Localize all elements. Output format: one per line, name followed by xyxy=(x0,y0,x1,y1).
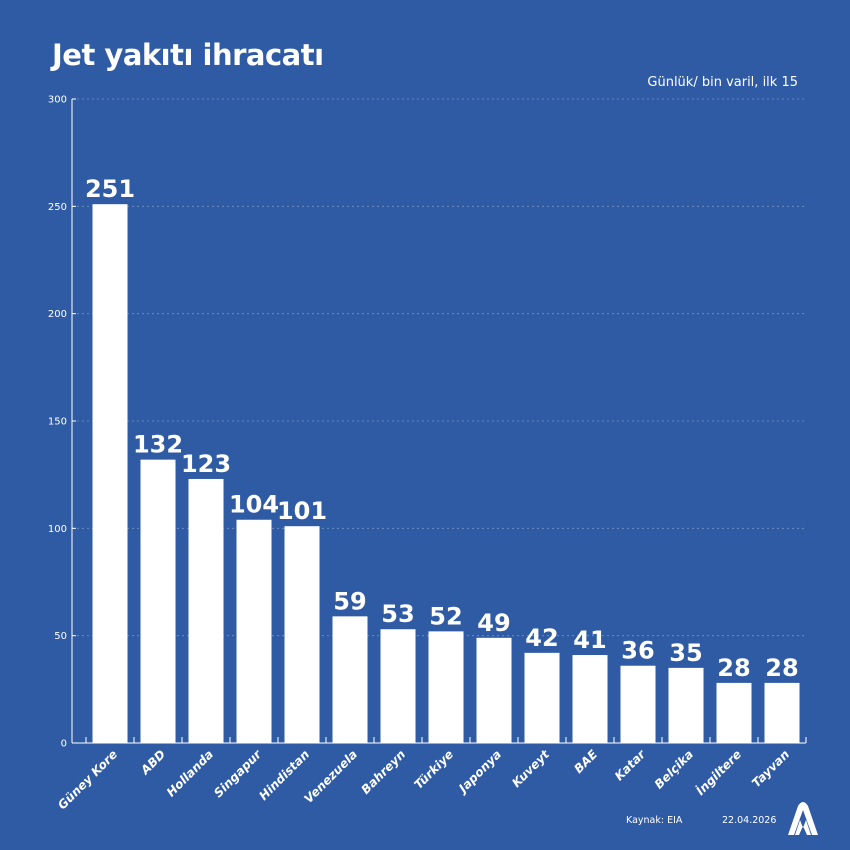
x-tick-label: Bahreyn xyxy=(358,747,408,797)
aa-logo xyxy=(788,802,818,835)
y-tick-label: 300 xyxy=(48,95,67,106)
data-label: 53 xyxy=(381,600,414,628)
x-tick-label: Belçika xyxy=(652,747,696,791)
data-label: 251 xyxy=(85,175,135,203)
x-tick-label: ABD xyxy=(137,747,168,778)
y-tick-label: 250 xyxy=(48,202,67,213)
x-tick-label: Türkiye xyxy=(411,747,456,792)
bar xyxy=(668,667,704,743)
chart-title: Jet yakıtı ihracatı xyxy=(52,38,324,72)
bar xyxy=(428,631,464,743)
bar xyxy=(764,682,800,743)
bar xyxy=(620,665,656,743)
bar xyxy=(476,637,512,743)
bar xyxy=(140,459,176,743)
date-note: 22.04.2026 xyxy=(722,815,777,826)
bar xyxy=(716,682,752,743)
x-tick-label: Kuveyt xyxy=(509,746,553,790)
data-label: 35 xyxy=(669,639,702,667)
bar xyxy=(92,204,128,744)
bar xyxy=(572,654,608,743)
data-label: 52 xyxy=(429,602,462,630)
data-label: 132 xyxy=(133,431,183,459)
y-tick-label: 50 xyxy=(54,631,67,642)
bar xyxy=(524,652,560,743)
data-label: 49 xyxy=(477,609,510,637)
source-note: Kaynak: EIA xyxy=(626,815,683,826)
y-tick-label: 150 xyxy=(48,417,67,428)
data-label: 101 xyxy=(277,497,327,525)
x-tick-label: Hollanda xyxy=(164,747,216,799)
data-label: 41 xyxy=(573,626,606,654)
data-label: 59 xyxy=(333,587,366,615)
x-tick-label: Tayvan xyxy=(749,747,792,790)
data-label: 104 xyxy=(229,491,279,519)
bar xyxy=(236,519,272,743)
data-label: 123 xyxy=(181,450,231,478)
x-tick-label: İngiltere xyxy=(693,747,744,798)
x-tick-label: Güney Kore xyxy=(55,747,120,812)
y-tick-label: 100 xyxy=(48,524,67,535)
x-tick-label: BAE xyxy=(571,747,600,776)
x-tick-label: Katar xyxy=(612,746,649,783)
bar xyxy=(380,629,416,743)
y-tick-label: 200 xyxy=(48,309,67,320)
x-tick-label: Japonya xyxy=(455,747,504,796)
bar xyxy=(332,616,368,743)
chart-subtitle: Günlük/ bin varil, ilk 15 xyxy=(647,75,798,90)
data-label: 28 xyxy=(765,654,798,682)
y-tick-label: 0 xyxy=(61,739,67,750)
data-label: 42 xyxy=(525,624,558,652)
bar xyxy=(284,526,320,743)
bar xyxy=(188,478,224,743)
data-label: 28 xyxy=(717,654,750,682)
data-label: 36 xyxy=(621,637,654,665)
